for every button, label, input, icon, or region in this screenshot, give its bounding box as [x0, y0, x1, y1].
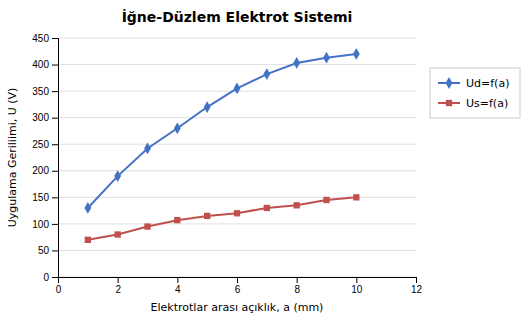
tick-label: 400	[32, 59, 49, 70]
tick-mark	[52, 171, 58, 172]
title: İğne-Düzlem Elektrot Sistemi	[122, 9, 353, 25]
marker	[263, 68, 270, 80]
tick: 150	[32, 192, 58, 203]
marker	[353, 48, 360, 60]
tick-label: 350	[32, 86, 49, 97]
marker	[234, 210, 240, 216]
marker	[204, 101, 211, 113]
grid-line	[58, 144, 416, 145]
tick: 450	[32, 33, 58, 44]
axis-line	[59, 278, 417, 284]
tick-mark	[52, 144, 58, 145]
tick-mark	[52, 65, 58, 66]
tick-label: 100	[32, 219, 49, 230]
marker	[234, 83, 241, 95]
tick-mark	[297, 277, 298, 283]
tick-label: 200	[32, 165, 49, 176]
grid-line	[58, 117, 416, 118]
grid-line	[58, 38, 416, 39]
grid-line	[58, 170, 416, 171]
grid	[58, 38, 416, 277]
tick-mark	[356, 277, 357, 283]
tick-mark	[118, 277, 119, 283]
grid-line	[58, 64, 416, 65]
marker	[204, 213, 210, 219]
tick: 4	[175, 277, 181, 295]
legend-label: Us=f(a)	[466, 97, 508, 110]
legend-marker	[446, 100, 452, 106]
grid-line	[58, 223, 416, 224]
marker	[84, 202, 91, 214]
legend-box	[430, 68, 520, 118]
legend-marker	[446, 77, 453, 89]
marker	[144, 223, 150, 229]
tick-mark	[416, 277, 417, 283]
marker	[323, 197, 329, 203]
tick: 0	[56, 277, 62, 295]
legend-item: Us=f(a)	[438, 97, 508, 110]
tick-mark	[177, 277, 178, 283]
marker	[174, 217, 180, 223]
marker	[174, 122, 181, 134]
marker	[264, 205, 270, 211]
tick-label: 2	[115, 284, 121, 295]
tick-mark	[237, 277, 238, 283]
tick: 100	[32, 219, 58, 230]
marker	[323, 52, 330, 64]
axis-line	[52, 39, 59, 278]
tick-mark	[52, 38, 58, 39]
tick: 0	[43, 272, 58, 283]
tick-mark	[52, 250, 58, 251]
tick-label: 50	[38, 245, 50, 256]
tick-label: 0	[43, 272, 49, 283]
tick-label: 0	[56, 284, 62, 295]
tick-mark	[52, 118, 58, 119]
tick: 50	[38, 245, 58, 256]
tick-mark	[52, 224, 58, 225]
tick-label: 6	[235, 284, 241, 295]
tick: 250	[32, 139, 58, 150]
chart: 0 2 4 6 8 10 12 0 50 100 150 200 250 300 350 400 450 İğne…	[0, 0, 528, 319]
tick-label: 300	[32, 112, 49, 123]
tick: 12	[411, 277, 423, 295]
tick-label: 10	[351, 284, 363, 295]
marks	[84, 48, 359, 243]
tick-mark	[52, 197, 58, 198]
plot: 0 2 4 6 8 10 12 0 50 100 150 200 250 300 350 400 450	[32, 33, 422, 295]
tick-label: 450	[32, 33, 49, 44]
tick-label: 12	[411, 284, 423, 295]
marker	[114, 170, 121, 182]
tick-mark	[52, 91, 58, 92]
tick-label: 8	[294, 284, 300, 295]
tick-label: 4	[175, 284, 181, 295]
grid-line	[58, 250, 416, 251]
legend-item: Ud=f(a)	[438, 77, 509, 90]
tick-mark	[52, 277, 58, 278]
tick: 2	[115, 277, 121, 295]
series-line	[88, 197, 357, 239]
marker	[115, 231, 121, 237]
tick: 300	[32, 112, 58, 123]
series-line	[88, 54, 357, 208]
marker	[144, 143, 151, 155]
tick: 350	[32, 86, 58, 97]
marker	[353, 194, 359, 200]
x-axis: 0 2 4 6 8 10 12	[56, 277, 423, 295]
x-axis-title: Elektrotlar arası açıklık, a (mm)	[151, 301, 324, 314]
tick: 6	[235, 277, 241, 295]
tick: 8	[294, 277, 300, 295]
tick: 200	[32, 165, 58, 176]
tick: 10	[351, 277, 363, 295]
y-axis: 0 50 100 150 200 250 300 350 400 450	[32, 33, 58, 283]
tick-label: 150	[32, 192, 49, 203]
tick: 400	[32, 59, 58, 70]
marker	[294, 202, 300, 208]
marker	[85, 237, 91, 243]
legend-label: Ud=f(a)	[466, 77, 509, 90]
legend: Ud=f(a) Us=f(a)	[430, 68, 520, 118]
tick-label: 250	[32, 139, 49, 150]
marker	[293, 57, 300, 69]
grid-line	[58, 197, 416, 198]
y-axis-title: Uygulama Geriliimi, U (V)	[6, 88, 19, 228]
